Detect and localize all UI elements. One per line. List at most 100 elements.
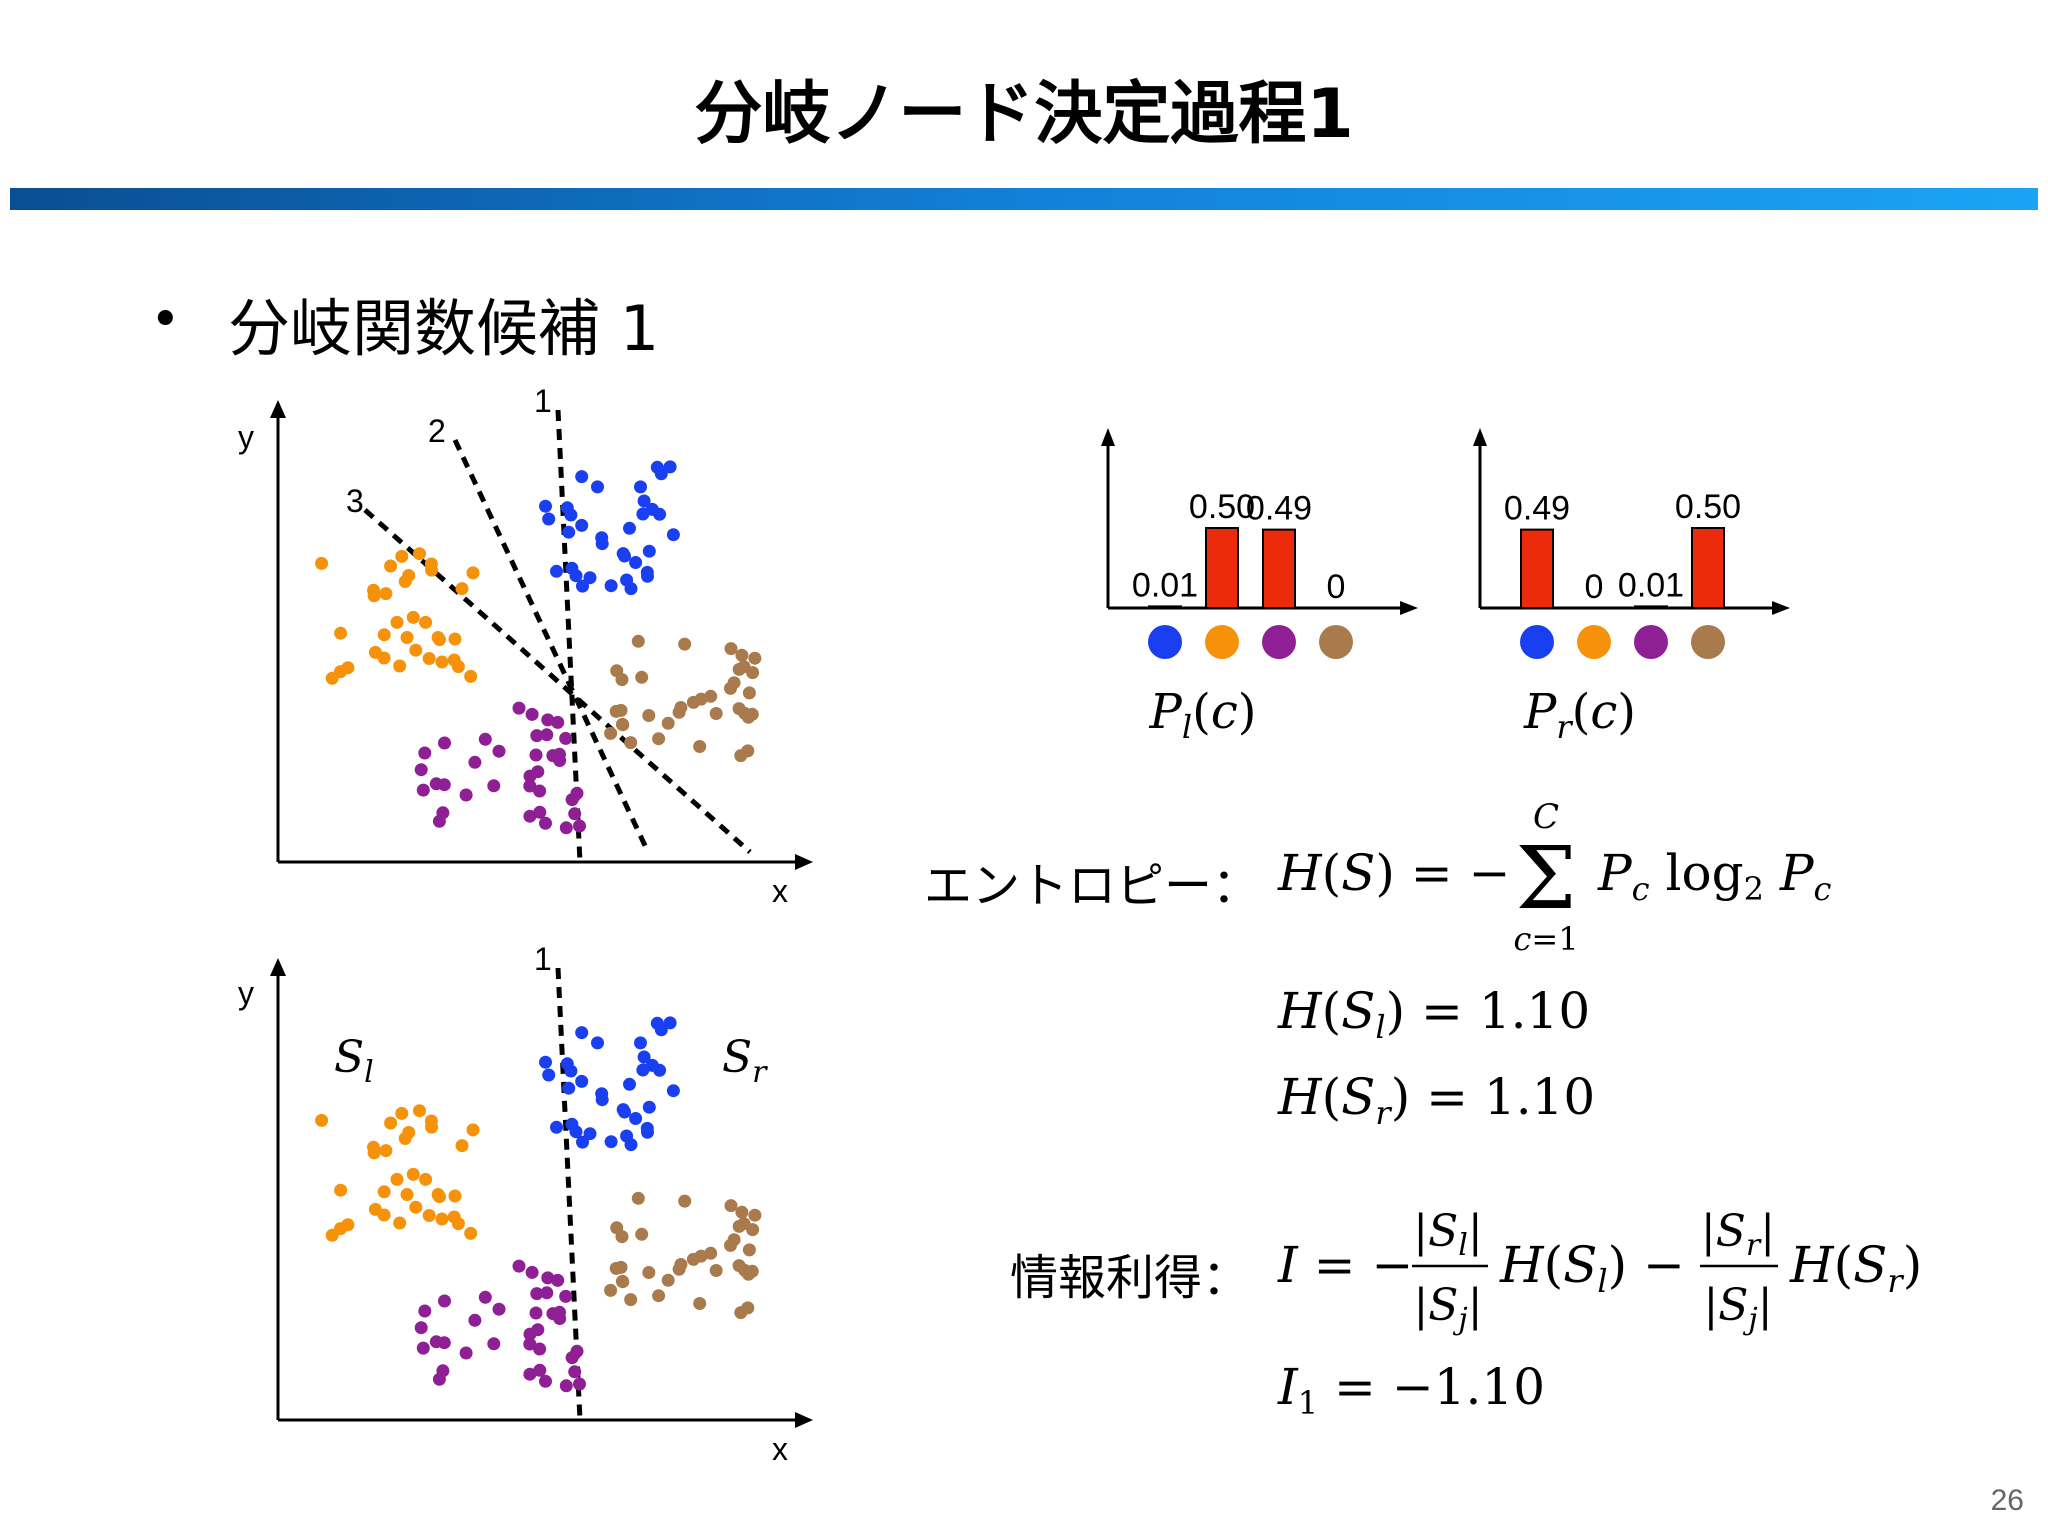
brown-cluster-point	[748, 651, 762, 665]
blue-cluster-point	[641, 569, 654, 583]
blue-cluster-point	[591, 1036, 604, 1050]
orange-cluster-point	[395, 1106, 409, 1120]
purple-cluster-point	[553, 754, 567, 767]
bar-value-label: 0.50	[1189, 488, 1255, 526]
bar-blue	[1148, 605, 1182, 610]
blue-cluster-point	[542, 512, 556, 526]
brown-cluster-point	[686, 695, 700, 709]
slide-title: 分岐ノード決定過程1	[694, 75, 1354, 154]
purple-cluster-point	[530, 1287, 544, 1301]
purple-cluster-point	[459, 788, 473, 802]
purple-cluster-point	[559, 821, 573, 835]
purple-cluster-point	[432, 814, 446, 828]
purple-cluster-point	[512, 701, 526, 715]
bar-blue	[1520, 528, 1554, 609]
brown-cluster-point	[604, 1283, 618, 1297]
purple-cluster-point	[418, 1304, 432, 1318]
scatter-top: y x 1 2 3	[238, 383, 813, 909]
orange-cluster-point	[464, 1226, 478, 1240]
purple-cluster-point	[573, 1377, 586, 1391]
blue-cluster-point	[636, 1063, 650, 1077]
orange-cluster-point	[315, 1113, 329, 1127]
brown-cluster-point	[635, 1227, 649, 1241]
purple-cluster-point	[492, 1302, 506, 1316]
blue-cluster-point	[666, 1084, 680, 1098]
purple-cluster-point	[533, 1342, 547, 1356]
y-axis-arrow-icon	[1473, 428, 1487, 446]
bar-value-label: 0	[1327, 568, 1346, 606]
orange-cluster-point	[390, 615, 404, 629]
purple-cluster-point	[559, 1379, 573, 1393]
purple-cluster-point	[438, 1294, 451, 1308]
orange-cluster-point	[377, 1185, 391, 1199]
purple-cluster-point	[559, 1289, 573, 1303]
orange-cluster-point	[334, 626, 348, 640]
bar-chart-right: Pr(c) 0.49 0 0.01 0.50	[1473, 428, 1790, 746]
bar-chart-left: Pl(c) 0.01 0.500.49 0	[1101, 428, 1418, 746]
split-line-2-label: 2	[428, 413, 446, 449]
blue-cluster-point	[575, 1026, 589, 1040]
blue-cluster-point	[666, 528, 680, 542]
bar-value-label: 0.01	[1132, 566, 1198, 604]
orange-cluster-point	[422, 652, 436, 665]
orange-cluster-point	[384, 1116, 398, 1130]
orange-cluster-point	[400, 631, 414, 644]
orange-cluster-point	[433, 1190, 446, 1204]
bar-value-label: 0.49	[1246, 490, 1312, 528]
purple-cluster-point	[523, 779, 537, 793]
purple-cluster-point	[539, 816, 552, 830]
purple-cluster-point	[551, 715, 565, 729]
entropy-label: エントロピー：	[924, 858, 1261, 914]
category-dot-brown	[1319, 625, 1353, 659]
brown-cluster-point	[615, 673, 629, 687]
orange-cluster-point	[393, 659, 407, 673]
gain-term2: H(Sr)	[1789, 1236, 1922, 1300]
purple-cluster-point	[432, 1372, 446, 1386]
category-dot-brown	[1691, 625, 1725, 659]
scatter-bottom-points	[315, 1016, 762, 1393]
bar-orange	[1205, 527, 1239, 609]
orange-cluster-point	[367, 583, 380, 597]
orange-cluster-point	[455, 582, 469, 596]
blue-cluster-point	[591, 480, 604, 494]
brown-cluster-point	[624, 736, 638, 750]
blue-cluster-point	[583, 1127, 597, 1141]
brown-cluster-point	[737, 1217, 751, 1231]
bar-value-label: 0.50	[1675, 488, 1741, 526]
blue-cluster-point	[575, 518, 589, 532]
brown-cluster-point	[693, 740, 707, 753]
blue-cluster-point	[642, 544, 656, 558]
purple-cluster-point	[551, 1273, 565, 1287]
entropy-lhs: H(S) = −	[1277, 844, 1510, 902]
orange-cluster-point	[395, 549, 409, 563]
blue-cluster-point	[576, 1135, 589, 1149]
scatter-bottom: y x 1 Sl Sr	[238, 941, 813, 1467]
orange-cluster-point	[451, 1217, 465, 1231]
purple-cluster-point	[416, 1341, 430, 1355]
brown-cluster-point	[732, 702, 746, 716]
purple-cluster-point	[512, 1259, 526, 1273]
brown-cluster-point	[709, 1264, 723, 1277]
purple-cluster-point	[416, 783, 430, 797]
purple-cluster-point	[523, 1337, 537, 1351]
orange-cluster-point	[402, 569, 416, 582]
blue-cluster-point	[618, 1105, 631, 1119]
blue-cluster-point	[550, 564, 563, 578]
entropy-rhs: Pc log2 Pc	[1597, 844, 1831, 908]
gain-result: I1 = −1.10	[1277, 1358, 1545, 1422]
blue-cluster-point	[653, 507, 667, 521]
entropy-formula: H(S) = − C Σ c=1 Pc log2 Pc	[1277, 797, 1831, 958]
y-axis-arrow-icon	[1101, 428, 1115, 446]
blue-cluster-point	[604, 579, 618, 593]
brown-cluster-point	[748, 1208, 762, 1222]
blue-cluster-point	[595, 1087, 609, 1101]
orange-cluster-point	[377, 651, 391, 665]
brown-cluster-point	[615, 1274, 629, 1288]
brown-cluster-point	[709, 707, 723, 720]
brown-cluster-point	[624, 1293, 638, 1307]
information-gain-formula: I = − |Sl| |Sj| H(Sl) − |Sr| |Sj| H(Sr)	[1277, 1206, 1922, 1337]
purple-cluster-point	[533, 784, 547, 798]
blue-cluster-point	[642, 1100, 656, 1114]
purple-cluster-point	[553, 1312, 567, 1325]
